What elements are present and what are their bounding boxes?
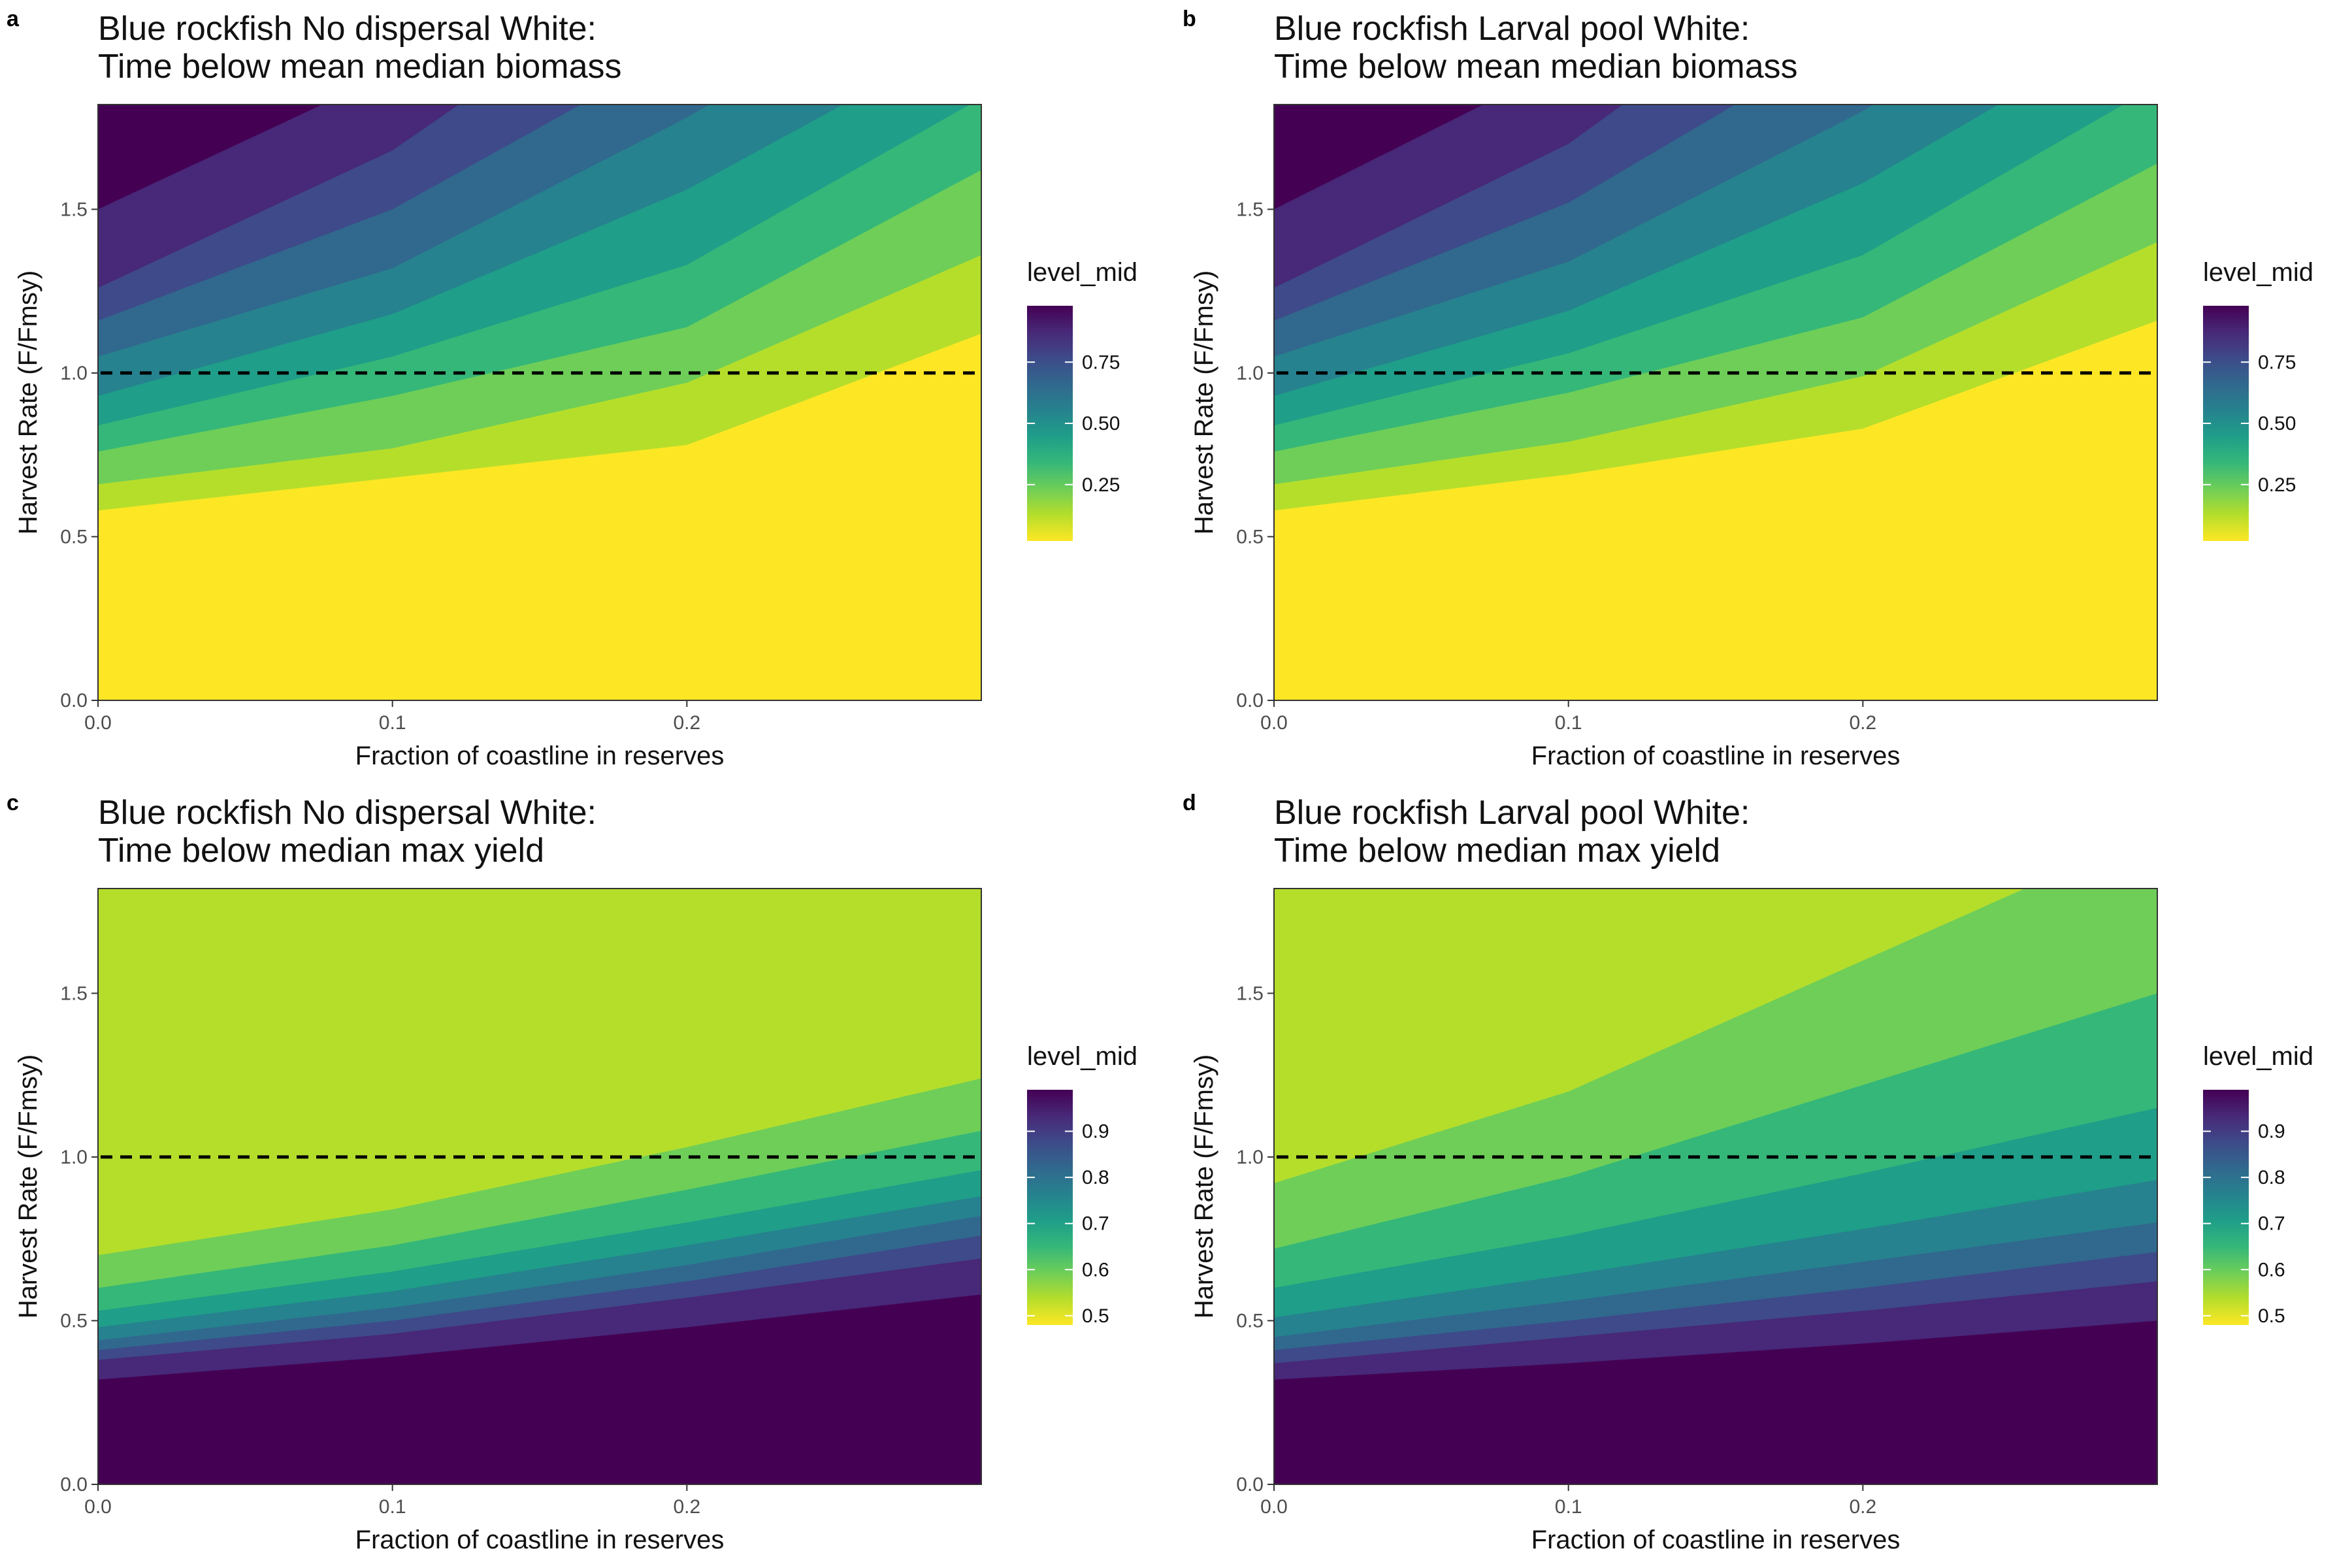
x-tick-label: 0.1 — [1555, 712, 1582, 734]
legend-title: level_mid — [2203, 258, 2313, 287]
x-axis-label: Fraction of coastline in reserves — [355, 1526, 725, 1554]
x-tick-label: 0.2 — [1849, 1496, 1876, 1518]
legend-tick-label: 0.50 — [2258, 413, 2296, 434]
legend-tick-label: 0.9 — [2258, 1121, 2285, 1143]
contour-chart: 0.0 0.1 0.2 0.0 0.5 1.0 1.5 Fraction of coastli… — [14, 104, 1137, 770]
legend-title: level_mid — [1027, 1042, 1137, 1071]
y-tick-label: 0.0 — [1236, 1474, 1264, 1495]
panel-a: a Blue rockfish No dispersal White: Time… — [0, 0, 1176, 784]
x-tick-label: 0.0 — [84, 712, 112, 734]
contour-bands — [1274, 105, 2157, 700]
panel-d: d Blue rockfish Larval pool White: Time … — [1176, 784, 2352, 1568]
x-tick-label: 0.2 — [1849, 712, 1876, 734]
x-tick-label: 0.2 — [673, 712, 700, 734]
legend-tick-label: 0.50 — [1082, 413, 1120, 434]
y-axis-label: Harvest Rate (F/Fmsy) — [14, 1054, 42, 1318]
legend-tick-label: 0.9 — [1082, 1121, 1109, 1143]
legend-tick-label: 0.8 — [1082, 1167, 1109, 1188]
x-tick-label: 0.1 — [1555, 1496, 1582, 1518]
legend-tick-label: 0.6 — [2258, 1259, 2285, 1281]
chart-subtitle: Time below mean median biomass — [1274, 48, 1798, 86]
legend-colorbar — [1027, 1090, 1073, 1325]
x-tick-label: 0.0 — [1260, 1496, 1288, 1518]
y-tick-label: 1.5 — [1236, 199, 1264, 220]
contour-chart: 0.0 0.1 0.2 0.0 0.5 1.0 1.5 Fraction of coastli… — [14, 888, 1137, 1554]
y-tick-label: 1.0 — [60, 1147, 88, 1168]
y-tick-label: 1.5 — [1236, 983, 1264, 1004]
chart-subtitle: Time below mean median biomass — [98, 48, 622, 86]
y-tick-label: 0.5 — [1236, 1310, 1264, 1331]
panel-b: b Blue rockfish Larval pool White: Time … — [1176, 0, 2352, 784]
legend-colorbar — [2203, 1090, 2249, 1325]
x-tick-label: 0.0 — [84, 1496, 112, 1518]
x-axis-label: Fraction of coastline in reserves — [1531, 742, 1901, 770]
chart-title: Blue rockfish No dispersal White: — [98, 794, 596, 832]
y-tick-label: 0.5 — [60, 1310, 88, 1331]
y-axis-label: Harvest Rate (F/Fmsy) — [1190, 270, 1218, 534]
panel-tag: d — [1183, 791, 1196, 815]
contour-chart: 0.0 0.1 0.2 0.0 0.5 1.0 1.5 Fraction of coastli… — [1190, 888, 2313, 1554]
y-tick-label: 1.5 — [60, 199, 88, 220]
y-tick-label: 1.5 — [60, 983, 88, 1004]
y-axis-label: Harvest Rate (F/Fmsy) — [14, 270, 42, 534]
y-tick-label: 0.0 — [1236, 690, 1264, 711]
legend-title: level_mid — [1027, 258, 1137, 287]
legend-tick-label: 0.7 — [2258, 1213, 2285, 1235]
contour-bands — [98, 889, 981, 1484]
contour-band — [98, 1294, 981, 1484]
contour-band — [98, 333, 981, 700]
legend-tick-label: 0.75 — [2258, 351, 2296, 373]
contour-band — [1274, 320, 2157, 700]
contour-band — [1274, 1320, 2157, 1484]
x-tick-label: 0.0 — [1260, 712, 1288, 734]
panel-tag: b — [1183, 7, 1196, 31]
panel-tag: c — [7, 791, 19, 815]
panel-c: c Blue rockfish No dispersal White: Time… — [0, 784, 1176, 1568]
legend-tick-label: 0.5 — [1082, 1305, 1109, 1327]
y-tick-label: 0.5 — [1236, 526, 1264, 547]
legend-title: level_mid — [2203, 1042, 2313, 1071]
y-tick-label: 1.0 — [1236, 363, 1264, 384]
chart-subtitle: Time below median max yield — [98, 832, 545, 870]
chart-title: Blue rockfish No dispersal White: — [98, 10, 596, 48]
y-tick-label: 0.0 — [60, 1474, 88, 1495]
legend-tick-label: 0.25 — [2258, 474, 2296, 496]
x-axis-label: Fraction of coastline in reserves — [355, 742, 725, 770]
x-tick-label: 0.2 — [673, 1496, 700, 1518]
legend-tick-label: 0.25 — [1082, 474, 1120, 496]
panel-border — [97, 104, 982, 701]
contour-chart: 0.0 0.1 0.2 0.0 0.5 1.0 1.5 Fraction of coastli… — [1190, 104, 2313, 770]
y-tick-label: 1.0 — [60, 363, 88, 384]
chart-title: Blue rockfish Larval pool White: — [1274, 794, 1750, 832]
legend-tick-label: 0.8 — [2258, 1167, 2285, 1188]
y-tick-label: 0.0 — [60, 690, 88, 711]
x-axis-label: Fraction of coastline in reserves — [1531, 1526, 1901, 1554]
legend-tick-label: 0.5 — [2258, 1305, 2285, 1327]
legend-tick-label: 0.75 — [1082, 351, 1120, 373]
panel-border — [97, 888, 982, 1485]
chart-title: Blue rockfish Larval pool White: — [1274, 10, 1750, 48]
x-tick-label: 0.1 — [379, 712, 406, 734]
chart-subtitle: Time below median max yield — [1274, 832, 1721, 870]
contour-bands — [1274, 889, 2157, 1484]
y-tick-label: 1.0 — [1236, 1147, 1264, 1168]
y-tick-label: 0.5 — [60, 526, 88, 547]
contour-bands — [98, 105, 981, 700]
panel-border — [1273, 104, 2158, 701]
legend-tick-label: 0.7 — [1082, 1213, 1109, 1235]
panel-border — [1273, 888, 2158, 1485]
legend-tick-label: 0.6 — [1082, 1259, 1109, 1281]
panel-tag: a — [7, 7, 19, 31]
y-axis-label: Harvest Rate (F/Fmsy) — [1190, 1054, 1218, 1318]
x-tick-label: 0.1 — [379, 1496, 406, 1518]
